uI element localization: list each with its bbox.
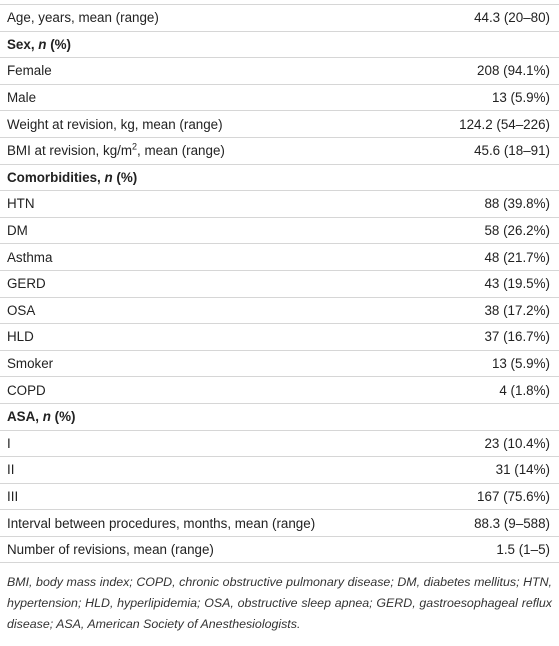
row-value: 124.2 (54–226) xyxy=(419,110,559,138)
row-label: Female xyxy=(0,57,420,85)
label-part: Comorbidities, xyxy=(7,169,105,185)
label-part: n xyxy=(42,409,51,425)
row-value: 45.6 (18–91) xyxy=(419,137,559,165)
row-label: Asthma xyxy=(0,243,420,271)
row-value xyxy=(419,31,559,59)
table-row: HTN 88 (39.8%) xyxy=(0,190,559,218)
table-row: Number of revisions, mean (range) 1.5 (1–… xyxy=(0,536,559,564)
row-label: Number of revisions, mean (range) xyxy=(0,536,420,564)
row-label: Interval between procedures, months, mea… xyxy=(0,509,420,537)
row-value: 44.3 (20–80) xyxy=(419,4,559,32)
table-row: OSA 38 (17.2%) xyxy=(0,297,559,325)
table-row: DM 58 (26.2%) xyxy=(0,217,559,245)
table-row: BMI at revision, kg/m2, mean (range) 45.6… xyxy=(0,137,559,165)
label-part: (%) xyxy=(112,169,138,185)
row-label: III xyxy=(0,483,420,511)
row-value: 13 (5.9%) xyxy=(419,350,559,378)
label-part: Sex, xyxy=(7,36,39,52)
row-label: HLD xyxy=(0,323,420,351)
label-part: BMI at revision, kg/m xyxy=(7,143,133,159)
row-label: OSA xyxy=(0,297,420,325)
table-row: HLD 37 (16.7%) xyxy=(0,323,559,351)
table: Age, years, mean (range) 44.3 (20–80) Sex,… xyxy=(0,4,559,564)
table-row: Comorbidities, n (%) xyxy=(0,164,559,192)
row-value: 43 (19.5%) xyxy=(419,270,559,298)
row-value: 1.5 (1–5) xyxy=(419,536,559,564)
row-value: 38 (17.2%) xyxy=(419,297,559,325)
row-value: 13 (5.9%) xyxy=(419,84,559,112)
row-value: 88 (39.8%) xyxy=(419,190,559,218)
row-value: 31 (14%) xyxy=(419,456,559,484)
table-row: Smoker 13 (5.9%) xyxy=(0,350,559,378)
row-label: Comorbidities, n (%) xyxy=(0,164,420,192)
row-value: 4 (1.8%) xyxy=(419,376,559,404)
table-body: Age, years, mean (range) 44.3 (20–80) Sex,… xyxy=(0,4,559,564)
page: Age, years, mean (range) 44.3 (20–80) Sex,… xyxy=(0,4,559,646)
table-row: Interval between procedures, months, mea… xyxy=(0,509,559,537)
table-row: Asthma 48 (21.7%) xyxy=(0,243,559,271)
row-label: ASA, n (%) xyxy=(0,403,420,431)
row-value: 208 (94.1%) xyxy=(419,57,559,85)
row-value xyxy=(419,403,559,431)
table-row: GERD 43 (19.5%) xyxy=(0,270,559,298)
row-value xyxy=(419,164,559,192)
label-part: (%) xyxy=(46,36,72,52)
table-row: Age, years, mean (range) 44.3 (20–80) xyxy=(0,4,559,32)
table-row: COPD 4 (1.8%) xyxy=(0,376,559,404)
row-label: COPD xyxy=(0,376,420,404)
label-part: 2 xyxy=(132,141,138,152)
row-value: 58 (26.2%) xyxy=(419,217,559,245)
label-part: n xyxy=(104,169,113,185)
row-label: BMI at revision, kg/m2, mean (range) xyxy=(0,137,420,165)
row-label: HTN xyxy=(0,190,420,218)
row-value: 37 (16.7%) xyxy=(419,323,559,351)
row-label: Age, years, mean (range) xyxy=(0,4,420,32)
table-row: Sex, n (%) xyxy=(0,31,559,59)
row-value: 167 (75.6%) xyxy=(419,483,559,511)
row-label: Weight at revision, kg, mean (range) xyxy=(0,110,420,138)
label-part: n xyxy=(38,36,47,52)
table-row: ASA, n (%) xyxy=(0,403,559,431)
table-row: III 167 (75.6%) xyxy=(0,483,559,511)
row-label: I xyxy=(0,430,420,458)
row-label: DM xyxy=(0,217,420,245)
table-row: Female 208 (94.1%) xyxy=(0,57,559,85)
label-part: , mean (range) xyxy=(137,143,225,159)
table-row: Weight at revision, kg, mean (range) 124.… xyxy=(0,110,559,138)
label-part: (%) xyxy=(50,409,76,425)
table-row: II 31 (14%) xyxy=(0,456,559,484)
row-value: 48 (21.7%) xyxy=(419,243,559,271)
table-row: I 23 (10.4%) xyxy=(0,430,559,458)
label-part: ASA, xyxy=(7,409,43,425)
row-label: GERD xyxy=(0,270,420,298)
row-label: Sex, n (%) xyxy=(0,31,420,59)
row-value: 88.3 (9–588) xyxy=(419,509,559,537)
footnote: BMI, body mass index; COPD, chronic obst… xyxy=(7,575,552,632)
row-label: Smoker xyxy=(0,350,420,378)
row-value: 23 (10.4%) xyxy=(419,430,559,458)
table-row: Male 13 (5.9%) xyxy=(0,84,559,112)
row-label: II xyxy=(0,456,420,484)
row-label: Male xyxy=(0,84,420,112)
